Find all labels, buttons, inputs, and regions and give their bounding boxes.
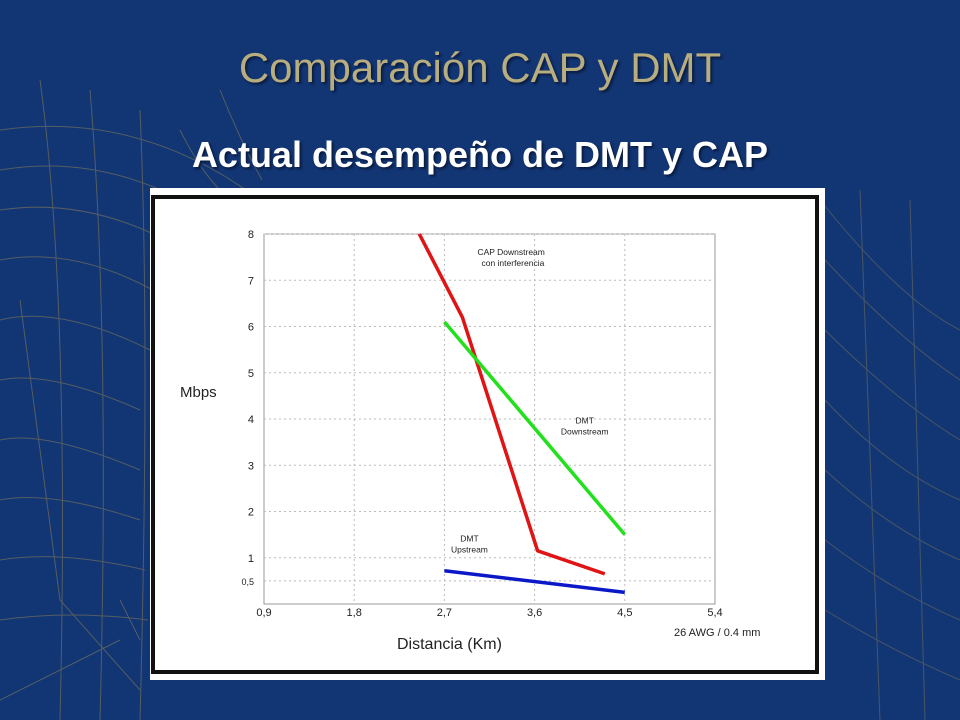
- slide-subtitle: Actual desempeño de DMT y CAP: [191, 134, 769, 175]
- chart-panel: 0,5 1 2 3 4 5 6 7 8 0,9 1,8 2,7 3,6 4,5 5,4 CAP Downst…: [150, 188, 825, 680]
- y-tick-label: 4: [248, 414, 254, 426]
- dmt-upstream-label: DMT Upstream: [451, 534, 488, 555]
- y-tick-label: 7: [248, 275, 254, 287]
- cap-downstream-line: [417, 233, 606, 576]
- x-tick-label: 0,9: [256, 607, 271, 619]
- x-tick-label: 5,4: [707, 607, 722, 619]
- y-tick-label: 2: [248, 507, 254, 519]
- wire-gauge-note: 26 AWG / 0.4 mm: [674, 627, 760, 639]
- x-tick-label: 2,7: [437, 607, 452, 619]
- y-tick-label: 1: [248, 553, 254, 565]
- x-tick-label: 4,5: [617, 607, 632, 619]
- y-tick-label: 8: [248, 229, 254, 241]
- y-tick-label: 3: [248, 460, 254, 472]
- x-tick-label: 1,8: [347, 607, 362, 619]
- x-axis-label: Distancia (Km): [397, 636, 502, 653]
- y-tick-label: 6: [248, 322, 254, 334]
- x-tick-label: 3,6: [527, 607, 542, 619]
- cap-downstream-label: CAP Downstream con interferencia: [477, 247, 544, 268]
- dmt-upstream-line: [444, 568, 626, 595]
- line-chart: 0,5 1 2 3 4 5 6 7 8 0,9 1,8 2,7 3,6 4,5 5,4 CAP Downst…: [151, 195, 819, 674]
- chart-frame: [151, 195, 819, 674]
- y-tick-label: 0,5: [241, 577, 254, 587]
- y-axis-label: Mbps: [180, 384, 217, 401]
- dmt-downstream-line: [443, 320, 627, 536]
- slide-title: Comparación CAP y DMT: [238, 44, 722, 91]
- y-tick-label: 5: [248, 368, 254, 380]
- dmt-downstream-label: DMT Downstream: [561, 416, 609, 437]
